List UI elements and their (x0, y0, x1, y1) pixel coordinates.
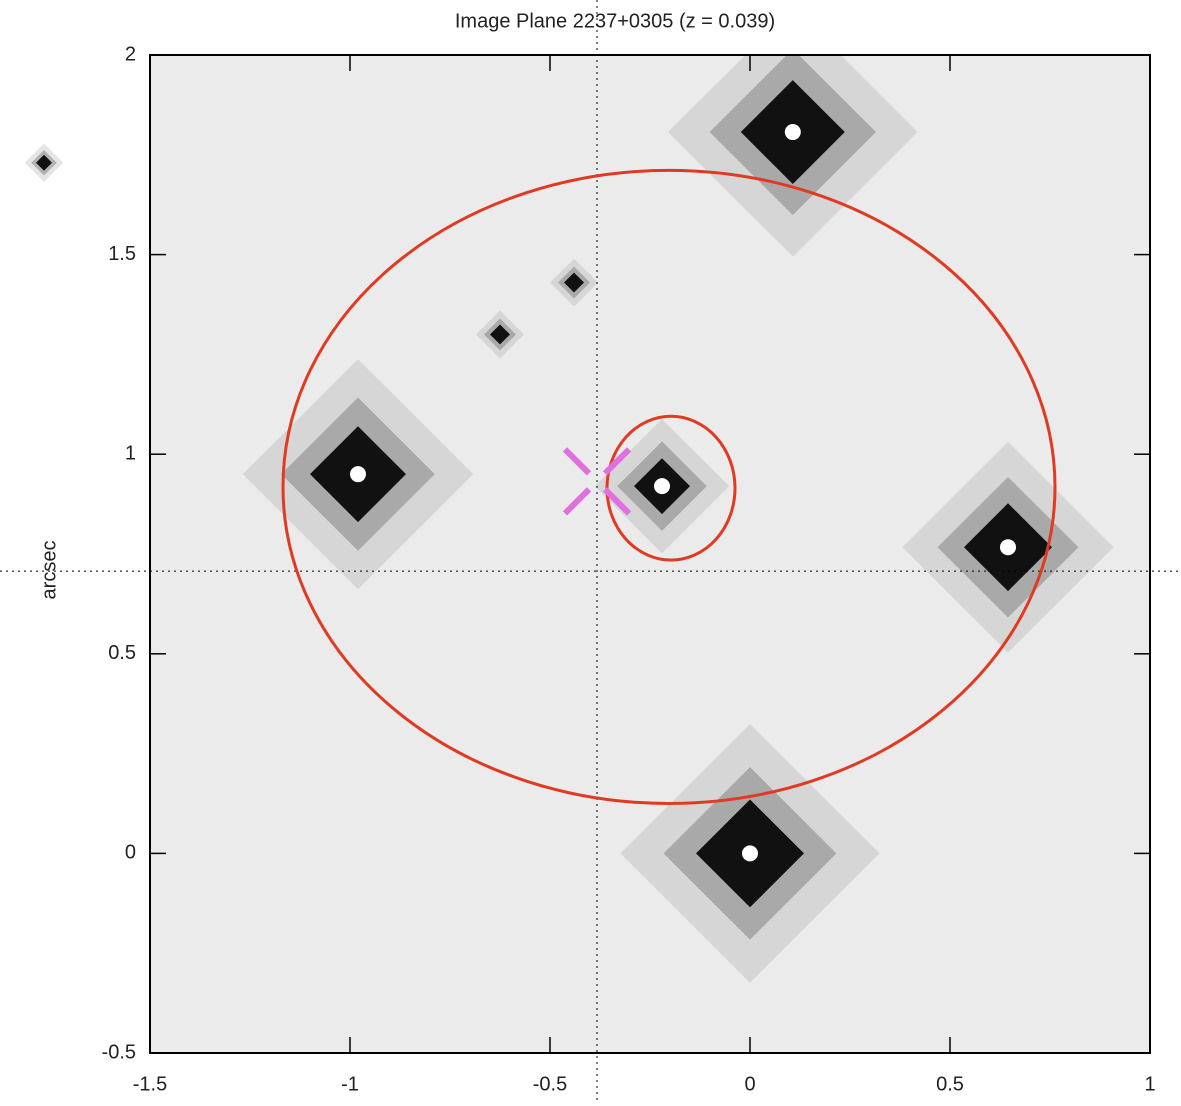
image-point (1000, 539, 1016, 555)
y-tick-label: 0 (125, 842, 136, 864)
y-axis-label: arcsec (38, 541, 60, 600)
x-tick-label: -1 (341, 1073, 359, 1095)
chart-title: Image Plane 2237+0305 (z = 0.039) (455, 10, 775, 32)
x-tick-label: 0 (744, 1073, 755, 1095)
y-tick-label: 1 (125, 442, 136, 464)
y-tick-label: 2 (125, 43, 136, 65)
x-tick-label: 0.5 (936, 1073, 964, 1095)
image-point (350, 466, 366, 482)
chart: Image Plane 2237+0305 (z = 0.039) arcsec… (0, 0, 1181, 1101)
x-tick-label: 1 (1144, 1073, 1155, 1095)
y-tick-label: 0.5 (108, 642, 136, 664)
y-tick-label: -0.5 (102, 1041, 136, 1063)
x-tick-label: -1.5 (133, 1073, 167, 1095)
y-tick-label: 1.5 (108, 243, 136, 265)
image-point (742, 845, 758, 861)
image-point (785, 124, 801, 140)
x-tick-label: -0.5 (533, 1073, 567, 1095)
image-point (654, 478, 670, 494)
